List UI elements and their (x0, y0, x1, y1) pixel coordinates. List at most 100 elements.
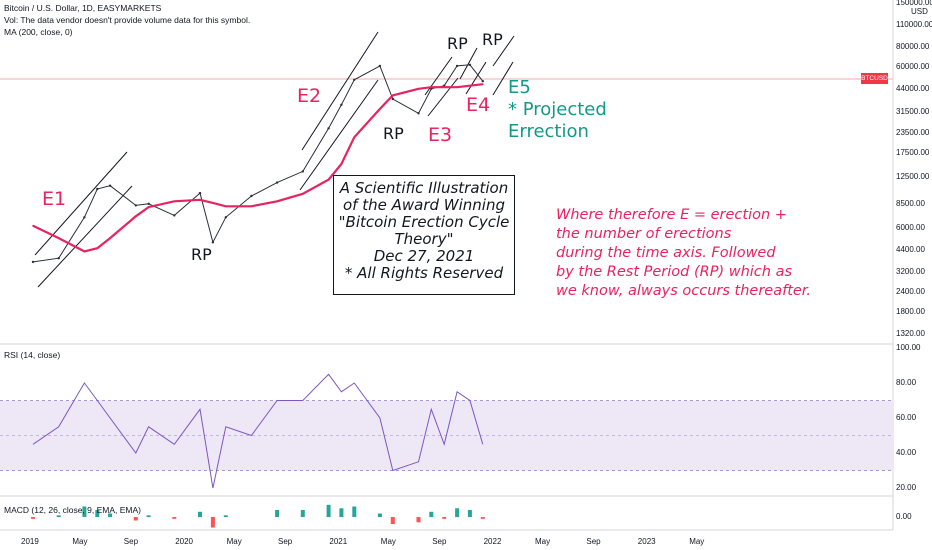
time-tick: Sep (432, 537, 447, 546)
macd-bar (480, 517, 485, 519)
time-tick: 2023 (637, 537, 656, 546)
price-point (134, 204, 137, 207)
price-point (173, 214, 176, 217)
ma-point (225, 205, 227, 208)
macd-bar (95, 510, 100, 517)
price-axis-currency: USD (911, 7, 928, 16)
price-badge: BTCUSD (861, 73, 888, 84)
description-line-2: the number of erections (556, 226, 732, 242)
ma-point (469, 84, 471, 87)
macd-bar (326, 504, 331, 518)
macd-bar (56, 515, 61, 518)
ma-point (212, 202, 214, 204)
annotation-e4: E4 (466, 94, 491, 116)
channel-e3-upper (424, 56, 453, 96)
price-point (57, 257, 60, 260)
ma-point (32, 225, 34, 227)
macd-tick: 0.00 (896, 512, 912, 521)
annotation-rp-1: RP (191, 245, 212, 264)
macd-bar (275, 510, 280, 517)
channel-e5-lower (492, 61, 514, 96)
price-point (327, 127, 330, 130)
price-point (455, 64, 459, 68)
ma-point (456, 86, 458, 88)
ma-point (135, 215, 137, 218)
rsi-legend: RSI (14, close) (4, 350, 61, 360)
time-tick: 2022 (483, 537, 502, 546)
macd-bar (442, 517, 447, 519)
macd-bar (223, 515, 228, 518)
macd-bar (172, 517, 177, 519)
illustration-line-4: Theory" (394, 230, 454, 248)
price-point (224, 216, 227, 219)
price-tick: 3200.00 (896, 267, 925, 277)
macd-bar (377, 513, 382, 517)
macd-bar (108, 513, 113, 517)
price-point (198, 191, 202, 195)
macd-bar (339, 508, 344, 518)
ma-point (353, 136, 356, 138)
annotation-e3: E3 (428, 124, 453, 146)
price-point (301, 170, 304, 173)
annotation-e2: E2 (297, 85, 322, 107)
rsi-tick: 100.00 (896, 343, 921, 352)
price-point (211, 241, 215, 244)
time-tick: May (535, 537, 551, 546)
ma-point (250, 205, 253, 208)
rsi-tick: 40.00 (896, 448, 917, 457)
price-point (96, 187, 99, 191)
channel-e2-lower (299, 79, 379, 191)
ma-point (327, 178, 330, 181)
ma-point (302, 193, 304, 195)
time-tick: May (226, 537, 242, 546)
ma-point (417, 88, 420, 90)
illustration-box: A Scientific Illustration of the Award W… (333, 175, 515, 295)
annotation-projected: * Projected (508, 99, 607, 120)
rsi-tick: 60.00 (896, 413, 917, 422)
macd-bar (82, 506, 87, 517)
macd-bar (455, 508, 460, 518)
channel-e4-lower (465, 61, 487, 95)
price-point (340, 103, 343, 107)
time-tick: May (72, 537, 88, 546)
price-point (353, 78, 356, 82)
ma-point (430, 86, 433, 88)
price-tick: 110000.00 (896, 19, 932, 29)
macd-bar (416, 517, 421, 523)
ma-point (392, 94, 394, 97)
price-point (391, 97, 394, 101)
macd-bar (146, 515, 151, 518)
ma-point (57, 237, 60, 239)
annotation-rp-3: RP (447, 34, 468, 53)
channel-e4-upper (459, 47, 478, 80)
description-line-4: by the Rest Period (RP) which as (556, 264, 793, 280)
illustration-line-2: of the Award Winning (343, 196, 505, 214)
price-point (108, 184, 112, 187)
time-tick: 2020 (175, 537, 193, 546)
rsi-series-line (32, 373, 484, 489)
channel-e1-upper (34, 151, 128, 256)
price-point (481, 80, 484, 83)
annotation-e5: E5 (508, 77, 531, 98)
price-point (31, 260, 35, 264)
price-tick: 17500.00 (896, 148, 930, 158)
illustration-line-5: Dec 27, 2021 (373, 247, 475, 265)
ma-point (147, 206, 150, 208)
price-point (468, 63, 472, 66)
price-tick: 6000.00 (896, 223, 925, 233)
macd-legend: MACD (12, 26, close, 9, EMA, EMA) (4, 505, 141, 515)
price-point (83, 216, 86, 219)
symbol-title: Bitcoin / U.S. Dollar, 1D, EASYMARKETS (4, 3, 162, 13)
illustration-line-6: * All Rights Reserved (344, 264, 504, 282)
channel-e5-upper (492, 35, 515, 67)
volume-note: Vol: The data vendor doesn't provide vol… (4, 15, 251, 25)
macd-bar (429, 511, 434, 518)
ma-point (173, 200, 176, 203)
time-tick: 2019 (21, 537, 39, 546)
price-tick: 2400.00 (896, 287, 925, 297)
ma-point (443, 86, 446, 88)
price-point (147, 202, 150, 205)
description-text: Where therefore E = erection + the numbe… (556, 206, 856, 301)
ma-point (199, 199, 201, 201)
